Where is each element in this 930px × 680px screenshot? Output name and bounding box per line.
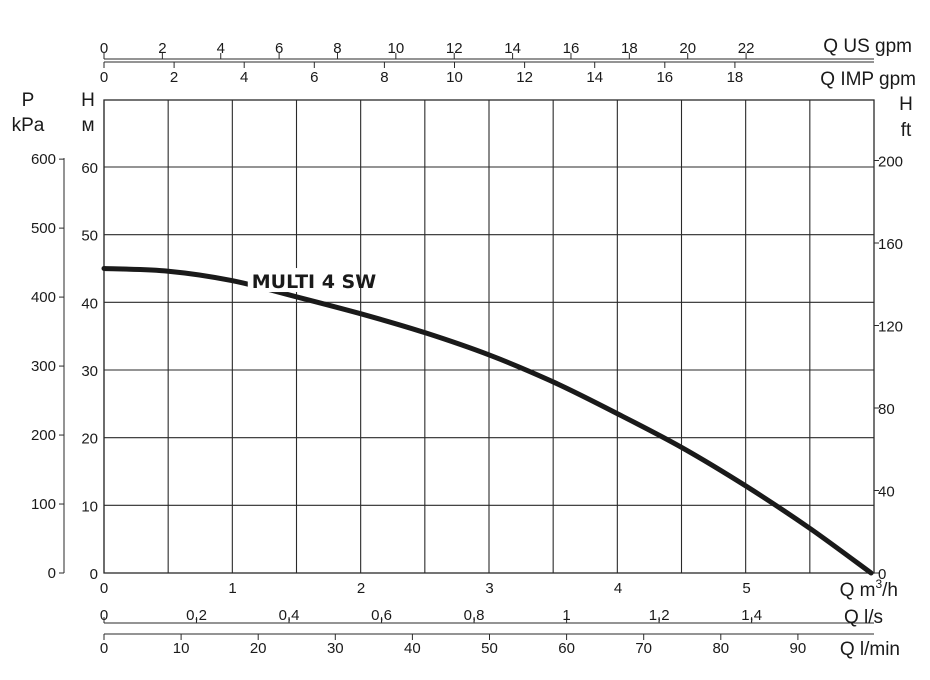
chart-axes bbox=[59, 53, 879, 640]
us-gpm-tick-label: 6 bbox=[275, 40, 283, 57]
us-gpm-tick-label: 22 bbox=[738, 40, 755, 57]
head-ft-tick-label: 160 bbox=[878, 236, 903, 253]
pressure-tick-label: 0 bbox=[48, 565, 56, 582]
us-gpm-tick-label: 8 bbox=[333, 40, 341, 57]
head-ft-axis-label-top: H bbox=[899, 94, 913, 115]
plot-frame bbox=[103, 99, 875, 574]
lmin-tick-label: 0 bbox=[100, 640, 108, 657]
imp-gpm-tick-label: 6 bbox=[310, 69, 318, 86]
pressure-axis-unit: kPa bbox=[12, 115, 45, 136]
us-gpm-tick-label: 14 bbox=[504, 40, 521, 57]
head-ft-tick-label: 40 bbox=[878, 484, 895, 501]
pressure-tick-label: 600 bbox=[31, 151, 56, 168]
imp-gpm-tick-label: 16 bbox=[656, 69, 673, 86]
us-gpm-tick-label: 18 bbox=[621, 40, 638, 57]
ls-tick-label: 0,6 bbox=[371, 607, 392, 624]
head-ft-tick-label: 0 bbox=[878, 566, 886, 583]
us-gpm-tick-label: 10 bbox=[388, 40, 405, 57]
m3h-tick-label: 5 bbox=[742, 580, 750, 597]
imp-gpm-tick-label: 8 bbox=[380, 69, 388, 86]
head-ft-tick-label: 120 bbox=[878, 319, 903, 336]
m3h-tick-label: 4 bbox=[614, 580, 622, 597]
curve-label-background bbox=[247, 268, 360, 293]
m3h-axis-label: Q m3/h bbox=[840, 577, 898, 601]
pressure-tick-label: 400 bbox=[31, 289, 56, 306]
ls-tick-label: 1,4 bbox=[741, 607, 762, 624]
imp-gpm-tick-label: 18 bbox=[727, 69, 744, 86]
head-m-tick-label: 40 bbox=[81, 295, 98, 312]
m3h-tick-label: 2 bbox=[357, 580, 365, 597]
ls-axis-label: Q l/s bbox=[844, 607, 883, 628]
us-gpm-tick-label: 20 bbox=[679, 40, 696, 57]
imp-gpm-tick-label: 2 bbox=[170, 69, 178, 86]
us-gpm-axis-label: Q US gpm bbox=[823, 36, 912, 57]
pressure-tick-label: 100 bbox=[31, 496, 56, 513]
ls-tick-label: 0,4 bbox=[279, 607, 300, 624]
curve-multi-4-sw bbox=[101, 266, 874, 576]
us-gpm-tick-label: 12 bbox=[446, 40, 463, 57]
ls-tick-label: 1,2 bbox=[649, 607, 670, 624]
lmin-tick-label: 20 bbox=[250, 640, 267, 657]
head-m-tick-label: 60 bbox=[81, 160, 98, 177]
imp-gpm-axis-label: Q IMP gpm bbox=[820, 69, 916, 90]
ls-tick-label: 1 bbox=[562, 607, 570, 624]
head-m-tick-label: 50 bbox=[81, 228, 98, 245]
head-ft-tick-label: 80 bbox=[878, 401, 895, 418]
lmin-tick-label: 80 bbox=[712, 640, 729, 657]
lmin-tick-label: 10 bbox=[173, 640, 190, 657]
ls-tick-label: 0,2 bbox=[186, 607, 207, 624]
lmin-tick-label: 50 bbox=[481, 640, 498, 657]
head-ft-axis-unit: ft bbox=[901, 120, 912, 141]
imp-gpm-tick-label: 10 bbox=[446, 69, 463, 86]
ls-tick-label: 0,8 bbox=[464, 607, 485, 624]
head-m-axis-label-top: H bbox=[81, 90, 95, 111]
chart-series: MULTI 4 SW bbox=[101, 266, 874, 576]
pressure-tick-label: 500 bbox=[31, 220, 56, 237]
imp-gpm-tick-label: 0 bbox=[100, 69, 108, 86]
lmin-tick-label: 40 bbox=[404, 640, 421, 657]
curve-label-multi-4-sw: MULTI 4 SW bbox=[252, 271, 376, 293]
chart-tick-labels: 0100200300400500600010203040506004080120… bbox=[31, 40, 903, 657]
m3h-tick-label: 3 bbox=[485, 580, 493, 597]
m3h-tick-label: 1 bbox=[228, 580, 236, 597]
us-gpm-tick-label: 0 bbox=[100, 40, 108, 57]
lmin-tick-label: 90 bbox=[790, 640, 807, 657]
head-m-tick-label: 30 bbox=[81, 363, 98, 380]
us-gpm-tick-label: 16 bbox=[563, 40, 580, 57]
chart-grid bbox=[103, 99, 875, 574]
head-m-tick-label: 0 bbox=[90, 566, 98, 583]
pressure-tick-label: 200 bbox=[31, 427, 56, 444]
head-m-tick-label: 10 bbox=[81, 498, 98, 515]
imp-gpm-tick-label: 12 bbox=[516, 69, 533, 86]
head-ft-tick-label: 200 bbox=[878, 154, 903, 171]
lmin-tick-label: 60 bbox=[558, 640, 575, 657]
us-gpm-tick-label: 2 bbox=[158, 40, 166, 57]
lmin-tick-label: 30 bbox=[327, 640, 344, 657]
pressure-tick-label: 300 bbox=[31, 358, 56, 375]
lmin-axis-label: Q l/min bbox=[840, 639, 900, 660]
imp-gpm-tick-label: 14 bbox=[586, 69, 603, 86]
us-gpm-tick-label: 4 bbox=[217, 40, 225, 57]
pressure-axis-label-top: P bbox=[22, 90, 35, 111]
imp-gpm-tick-label: 4 bbox=[240, 69, 248, 86]
ls-tick-label: 0 bbox=[100, 607, 108, 624]
head-m-tick-label: 20 bbox=[81, 431, 98, 448]
lmin-tick-label: 70 bbox=[635, 640, 652, 657]
head-m-axis-unit: м bbox=[81, 115, 94, 136]
m3h-tick-label: 0 bbox=[100, 580, 108, 597]
